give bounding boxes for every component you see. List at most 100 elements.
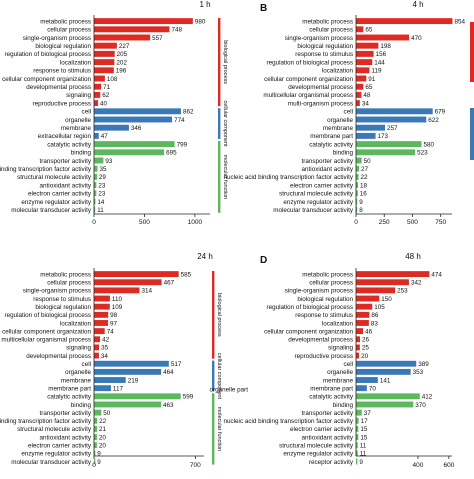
category-label-cellular-component-organization: cellular component organization — [2, 76, 91, 83]
category-label-localization: localization — [60, 59, 92, 66]
bar-membrane-part — [356, 385, 367, 392]
category-label-metabolic-process: metabolic process — [40, 18, 91, 25]
value-label-single-organism-process: 314 — [141, 288, 152, 295]
category-label-membrane: membrane — [323, 377, 354, 384]
category-label-structural-molecule-activity: structural molecule activity — [279, 191, 354, 198]
cropped-bracket-bp — [470, 22, 474, 82]
bar-single-organism-process — [94, 34, 151, 41]
value-label-response-to-stimulus: 110 — [112, 296, 123, 303]
bar-single-organism-process — [356, 287, 396, 294]
bar-developmental-process — [356, 336, 361, 343]
bar-cellular-component-organization — [356, 75, 367, 82]
bar-cellular-component-organization — [94, 328, 105, 335]
bar-nucleic-acid-binding-transcription-factor-activity — [94, 165, 98, 172]
bar-localization — [94, 320, 109, 326]
panel-title: 1 h — [199, 0, 210, 9]
category-label-cell: cell — [82, 109, 91, 116]
value-label-binding: 463 — [163, 402, 174, 409]
bar-catalytic-activity — [94, 141, 175, 148]
bar-organelle — [94, 368, 162, 375]
value-label-developmental-process: 34 — [101, 353, 109, 360]
group-bracket-cc — [218, 108, 221, 139]
category-label-biological-regulation: biological regulation — [35, 43, 91, 50]
value-label-nucleic-acid-binding-transcription-factor-activity: 17 — [361, 418, 369, 425]
panel-title: 48 h — [405, 252, 421, 261]
value-label-membrane: 257 — [387, 125, 398, 132]
category-label-multicellular-organismal-process: multicellular organismal process — [1, 337, 91, 344]
category-label-structural-molecule-activity: structural molecule activity — [279, 443, 354, 450]
bar-antioxidant-activity — [356, 434, 359, 441]
value-label-binding: 523 — [417, 150, 428, 157]
category-label-enzyme-regulator-activity: enzyme regulator activity — [283, 199, 353, 206]
bar-binding — [356, 149, 416, 156]
panel-title: 4 h — [412, 0, 423, 9]
bar-enzyme-regulator-activity — [94, 198, 96, 205]
bar-biological-regulation — [356, 295, 380, 302]
value-label-signaling: 62 — [102, 92, 110, 99]
value-label-organelle: 622 — [428, 117, 439, 124]
bar-nucleic-acid-binding-transcription-factor-activity — [356, 173, 359, 180]
bar-electron-carrier-activity — [94, 190, 97, 197]
value-label-electron-carrier-activity: 23 — [98, 191, 106, 198]
category-label-catalytic-activity: catalytic activity — [47, 394, 92, 401]
group-bracket-bp — [212, 271, 215, 359]
bar-nucleic-acid-binding-transcription-factor-activity — [356, 417, 359, 424]
category-label-antioxidant-activity: antioxidant activity — [302, 434, 354, 441]
value-label-biological-regulation: 109 — [112, 304, 123, 311]
category-label-metabolic-process: metabolic process — [302, 271, 353, 278]
bar-reproductive-process — [94, 100, 99, 107]
value-label-receptor-activity: 9 — [359, 459, 363, 466]
value-label-response-to-stimulus: 156 — [376, 51, 387, 58]
category-label-catalytic-activity: catalytic activity — [47, 141, 92, 148]
value-label-enzyme-regulator-activity: 11 — [360, 451, 367, 458]
value-label-transporter-activity: 93 — [105, 158, 113, 165]
bar-molecular-transducer-activity — [356, 206, 358, 213]
group-label-mf: molecular function — [216, 407, 222, 452]
category-label-signaling: signaling — [66, 345, 91, 352]
value-label-organelle: 774 — [174, 117, 185, 124]
group-label-bp: biological process — [216, 293, 222, 337]
x-tick-label: 400 — [413, 462, 424, 469]
bar-catalytic-activity — [94, 393, 181, 400]
bar-signaling — [356, 344, 360, 351]
category-label-localization: localization — [322, 68, 354, 75]
category-label-organelle: organelle — [65, 369, 91, 376]
bar-cellular-process — [94, 26, 170, 33]
category-label-cellular-component-organization: cellular component organization — [2, 328, 91, 335]
category-label-regulation-of-biological-process: regulation of biological process — [5, 51, 91, 58]
bar-structural-molecule-activity — [94, 173, 97, 180]
value-label-cellular-process: 467 — [164, 280, 175, 287]
bar-regulation-of-biological-process — [356, 303, 373, 310]
value-label-metabolic-process: 854 — [454, 18, 465, 25]
bar-molecular-transducer-activity — [94, 458, 96, 465]
value-label-regulation-of-biological-process: 144 — [374, 59, 385, 66]
bar-enzyme-regulator-activity — [356, 450, 358, 457]
bar-extracellular-region — [94, 132, 99, 139]
value-label-biological-regulation: 150 — [381, 296, 392, 303]
x-tick-label: 750 — [435, 219, 446, 226]
category-label-antioxidant-activity: antioxidant activity — [302, 166, 354, 173]
category-label-cellular-component-organization: cellular component organization — [264, 328, 353, 335]
bar-localization — [356, 320, 369, 326]
bar-enzyme-regulator-activity — [94, 450, 96, 457]
value-label-developmental-process: 71 — [103, 84, 111, 91]
category-label-nucleic-acid-binding-transcription-factor-activity: nucleic acid binding transcription facto… — [224, 418, 354, 425]
category-label-electron-carrier-activity: electron carrier activity — [28, 191, 92, 198]
category-label-organelle: organelle — [327, 369, 353, 376]
value-label-catalytic-activity: 412 — [422, 394, 433, 401]
bar-metabolic-process — [356, 18, 453, 25]
value-label-cellular-process: 342 — [411, 280, 422, 287]
value-label-metabolic-process: 474 — [431, 271, 442, 278]
category-label-enzyme-regulator-activity: enzyme regulator activity — [21, 451, 91, 458]
value-label-catalytic-activity: 580 — [424, 141, 435, 148]
bar-binding — [356, 401, 414, 408]
bar-structural-molecule-activity — [356, 190, 358, 197]
bar-electron-carrier-activity — [94, 442, 97, 449]
category-label-biological-regulation: biological regulation — [297, 43, 353, 50]
value-label-membrane: 219 — [128, 377, 139, 384]
bar-response-to-stimulus — [94, 67, 114, 74]
bar-transporter-activity — [356, 157, 362, 164]
value-label-localization: 119 — [371, 68, 382, 75]
